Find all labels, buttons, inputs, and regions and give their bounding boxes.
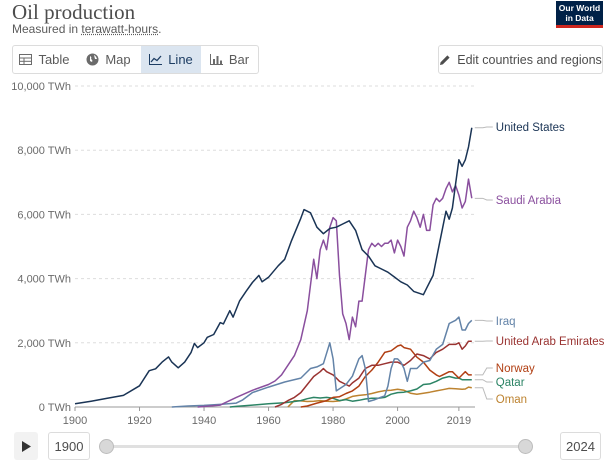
legend-connector: [474, 367, 493, 376]
timeline-track[interactable]: [106, 445, 526, 448]
x-tick-label: 1960: [256, 415, 280, 426]
unit-link[interactable]: terawatt-hours: [81, 22, 159, 36]
tab-table-label: Table: [38, 52, 70, 67]
chart-tabs: Table Map Line Bar: [12, 45, 259, 74]
edit-countries-button[interactable]: Edit countries and regions: [438, 45, 603, 74]
logo-line-1: Our World: [558, 3, 601, 13]
page-title: Oil production: [12, 0, 136, 24]
y-tick-label: 10,000 TWh: [11, 81, 71, 93]
subtitle-prefix: Measured in: [12, 22, 82, 36]
tab-line-label: Line: [168, 52, 193, 67]
legend-label: Norway: [496, 363, 535, 375]
tab-bar[interactable]: Bar: [201, 46, 258, 73]
legend-label: Qatar: [496, 377, 525, 389]
legend-connector: [474, 319, 493, 322]
x-tick-label: 1980: [321, 415, 345, 426]
y-tick-label: 8,000 TWh: [17, 145, 71, 157]
line-chart-icon: [149, 54, 163, 65]
table-icon: [19, 54, 33, 65]
legend-label: Saudi Arabia: [496, 195, 562, 207]
tab-bar-label: Bar: [228, 52, 250, 67]
legend-connector: [474, 387, 493, 400]
y-tick-label: 6,000 TWh: [17, 209, 71, 221]
timeline-start-handle[interactable]: [99, 439, 114, 454]
y-tick-label: 2,000 TWh: [17, 338, 71, 350]
legend-label: United States: [496, 122, 565, 134]
series-line: [300, 344, 472, 408]
series-line: [74, 127, 473, 405]
series-line: [287, 386, 472, 408]
play-button[interactable]: [14, 432, 38, 460]
timeline-start-year[interactable]: 1900: [48, 432, 90, 460]
play-icon: [21, 440, 31, 452]
tab-map[interactable]: Map: [76, 46, 141, 73]
timeline-end-year[interactable]: 2024: [560, 432, 601, 460]
tab-line[interactable]: Line: [141, 46, 201, 73]
tab-map-label: Map: [105, 52, 131, 67]
series-line: [197, 178, 473, 408]
timeline-controls: 1900 2024: [0, 428, 609, 464]
globe-icon: [86, 53, 99, 66]
x-tick-label: 1940: [192, 415, 216, 426]
page-subtitle: Measured in terawatt-hours.: [12, 22, 161, 36]
owid-logo[interactable]: Our World in Data: [556, 1, 603, 28]
edit-countries-label: Edit countries and regions: [457, 52, 602, 67]
x-tick-label: 2019: [447, 415, 471, 426]
legend-connector: [474, 379, 493, 383]
legend-label: Oman: [496, 394, 527, 406]
legend-label: United Arab Emirates: [496, 336, 605, 348]
x-tick-label: 2000: [385, 415, 409, 426]
x-tick-label: 1920: [127, 415, 151, 426]
subtitle-suffix: .: [158, 22, 162, 36]
legend-connector: [474, 197, 493, 201]
pencil-icon: [440, 54, 450, 65]
tab-table[interactable]: Table: [13, 46, 76, 73]
bar-chart-icon: [209, 54, 223, 65]
legend-connector: [474, 126, 493, 129]
line-chart: 0 TWh 2,000 TWh 4,000 TWh 6,000 TWh 8,000 TW…: [11, 81, 605, 426]
timeline-end-handle[interactable]: [518, 439, 533, 454]
logo-line-2: in Data: [565, 12, 594, 23]
y-tick-label: 0 TWh: [39, 402, 71, 414]
x-tick-label: 1900: [63, 415, 87, 426]
y-tick-label: 4,000 TWh: [17, 274, 71, 286]
series-line: [274, 340, 472, 408]
legend-label: Iraq: [496, 316, 516, 328]
series-line: [171, 316, 473, 408]
